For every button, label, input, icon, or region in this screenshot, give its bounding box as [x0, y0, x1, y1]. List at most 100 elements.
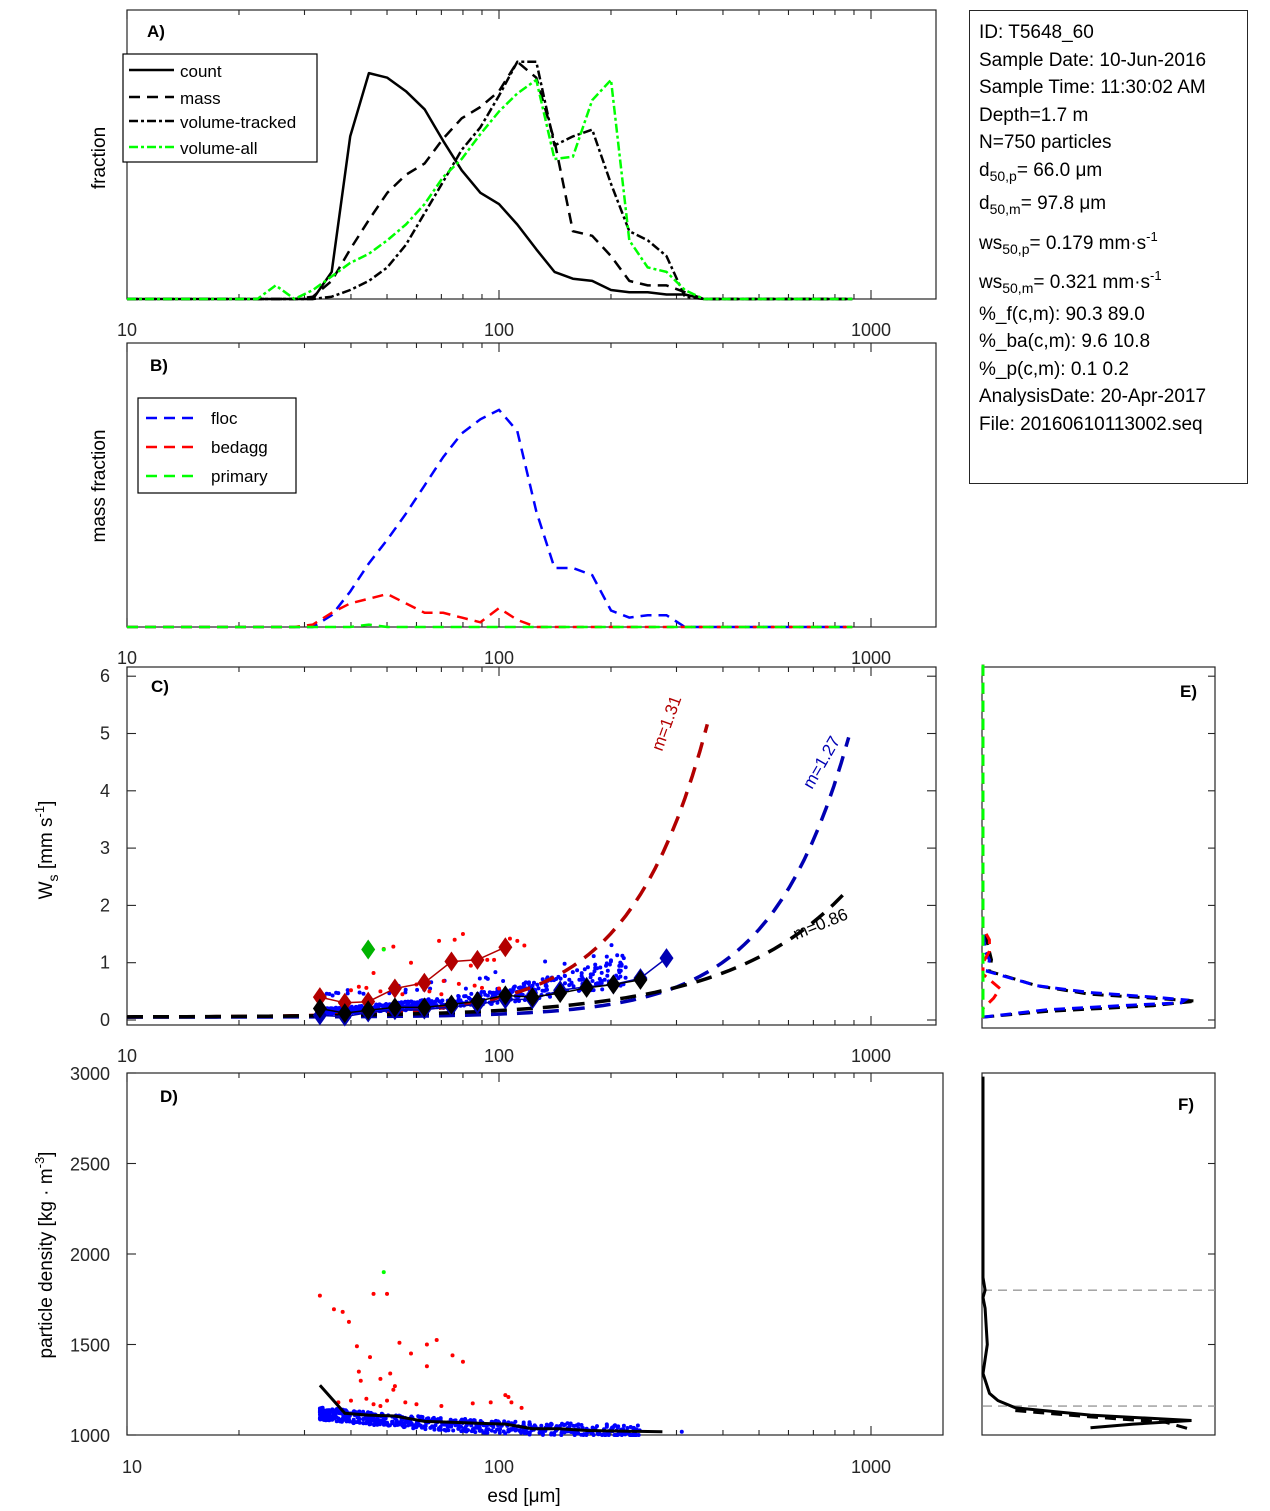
floc-point — [549, 1431, 554, 1436]
floc-point — [575, 968, 580, 973]
floc-point — [468, 1418, 473, 1423]
floc-point — [346, 1414, 351, 1419]
y-tick-label: 1 — [100, 953, 110, 973]
floc-point — [358, 1004, 363, 1009]
y-tick-label: 3 — [100, 838, 110, 858]
floc-point — [494, 991, 499, 996]
floc-point — [604, 961, 609, 966]
floc-point — [336, 991, 341, 996]
floc-point — [609, 943, 614, 948]
floc-point — [598, 965, 603, 970]
panel-e-frame — [981, 666, 1216, 1029]
floc-point — [544, 1422, 549, 1427]
bedagg-point — [408, 1351, 413, 1356]
floc-point — [539, 1423, 544, 1428]
floc-point — [399, 1000, 404, 1005]
info-ws50p-sub: 50,p — [1002, 240, 1030, 257]
panel-c-xtick-100: 100 — [484, 1046, 514, 1066]
floc-point — [442, 1422, 447, 1427]
panel-b-letter: B) — [150, 356, 168, 375]
panel-e-letter: E) — [1180, 682, 1197, 701]
floc-point — [576, 1431, 581, 1436]
floc-point — [423, 1424, 428, 1428]
panel-a-xtick-100: 100 — [484, 320, 514, 340]
floc-point — [562, 973, 567, 978]
floc-point — [521, 1422, 526, 1426]
floc-point — [334, 1419, 339, 1424]
floc-point — [509, 989, 514, 994]
panel-d: D) particle density [kg · m-3] 1000 1500 2… — [32, 1064, 944, 1507]
bedagg-point — [317, 1293, 322, 1298]
all-fit — [126, 887, 850, 1019]
legend-bedagg-label: bedagg — [211, 438, 268, 457]
floc-point — [387, 1423, 392, 1428]
bedagg-point — [506, 1394, 511, 1399]
floc-point — [332, 1409, 336, 1414]
floc-point — [330, 993, 335, 998]
floc-point — [595, 966, 600, 971]
floc-point — [630, 1433, 635, 1437]
panel-c-ylabel-text: Ws [mm s-1] — [32, 801, 61, 900]
floc-point — [327, 1414, 332, 1419]
floc-point — [456, 994, 461, 998]
floc-point — [568, 1421, 573, 1426]
panel-d-xtick-100: 100 — [484, 1457, 514, 1477]
bedagg-point — [378, 989, 383, 994]
floc-point — [440, 998, 445, 1003]
floc-point — [527, 1420, 532, 1425]
floc-point — [536, 986, 541, 991]
floc-point — [451, 1428, 456, 1433]
floc-point — [326, 1011, 331, 1015]
floc-point — [357, 990, 362, 995]
info-d50p-sub: 50,p — [989, 167, 1017, 184]
bedagg-point — [356, 984, 361, 989]
panel-a-legend: count mass volume-tracked volume-all — [122, 53, 318, 163]
bedagg-point — [348, 1398, 353, 1403]
panel-b-ylabel: mass fraction — [89, 430, 110, 543]
floc-point — [361, 991, 366, 996]
floc-point — [398, 1420, 403, 1425]
floc-point — [679, 1429, 684, 1434]
bedagg-point — [367, 1355, 372, 1360]
floc-point — [597, 976, 602, 981]
floc-point — [459, 1429, 464, 1434]
bedagg-point — [354, 1344, 359, 1349]
floc-point — [477, 976, 482, 981]
floc-point — [612, 1433, 617, 1437]
info-d50m-sub: 50,m — [989, 201, 1021, 217]
floc-point — [571, 1423, 576, 1428]
floc-point — [320, 1410, 325, 1415]
primary-point — [381, 947, 386, 952]
floc-point — [459, 1424, 464, 1429]
panel-b: B) mass fraction floc bedagg primary 10 … — [89, 342, 937, 668]
floc-point — [631, 1426, 636, 1431]
legend-floc-label: floc — [211, 409, 238, 428]
floc-point — [501, 1429, 506, 1434]
floc-point — [392, 1423, 397, 1428]
floc-fit — [127, 736, 851, 1019]
bedagg-point — [515, 938, 520, 943]
panel-a-lines — [127, 60, 853, 301]
floc-point — [563, 981, 567, 986]
bedagg-point — [414, 1402, 419, 1407]
floc-point — [374, 1418, 379, 1423]
y-tick-label: 4 — [100, 781, 110, 801]
bedagg-point — [385, 1398, 390, 1403]
floc-point — [614, 973, 619, 978]
floc-point — [448, 1417, 453, 1422]
floc-point — [501, 979, 506, 983]
bedagg-point — [427, 989, 432, 994]
mean-marker-bedagg — [337, 992, 352, 1013]
info-ws50m-value: = 0.321 mm·s — [1033, 272, 1151, 293]
floc-point — [361, 1421, 366, 1426]
mean-marker-all — [417, 997, 432, 1018]
mean-density-curve — [318, 1384, 663, 1434]
floc-point — [345, 988, 350, 993]
floc-point — [581, 1433, 586, 1437]
floc-point — [463, 1417, 468, 1421]
floc-point — [605, 973, 610, 978]
floc-point — [493, 970, 498, 975]
info-d50p-value: = 66.0 μm — [1016, 159, 1103, 181]
bedagg-point — [424, 1364, 429, 1369]
panel-d-frame — [126, 1072, 944, 1436]
